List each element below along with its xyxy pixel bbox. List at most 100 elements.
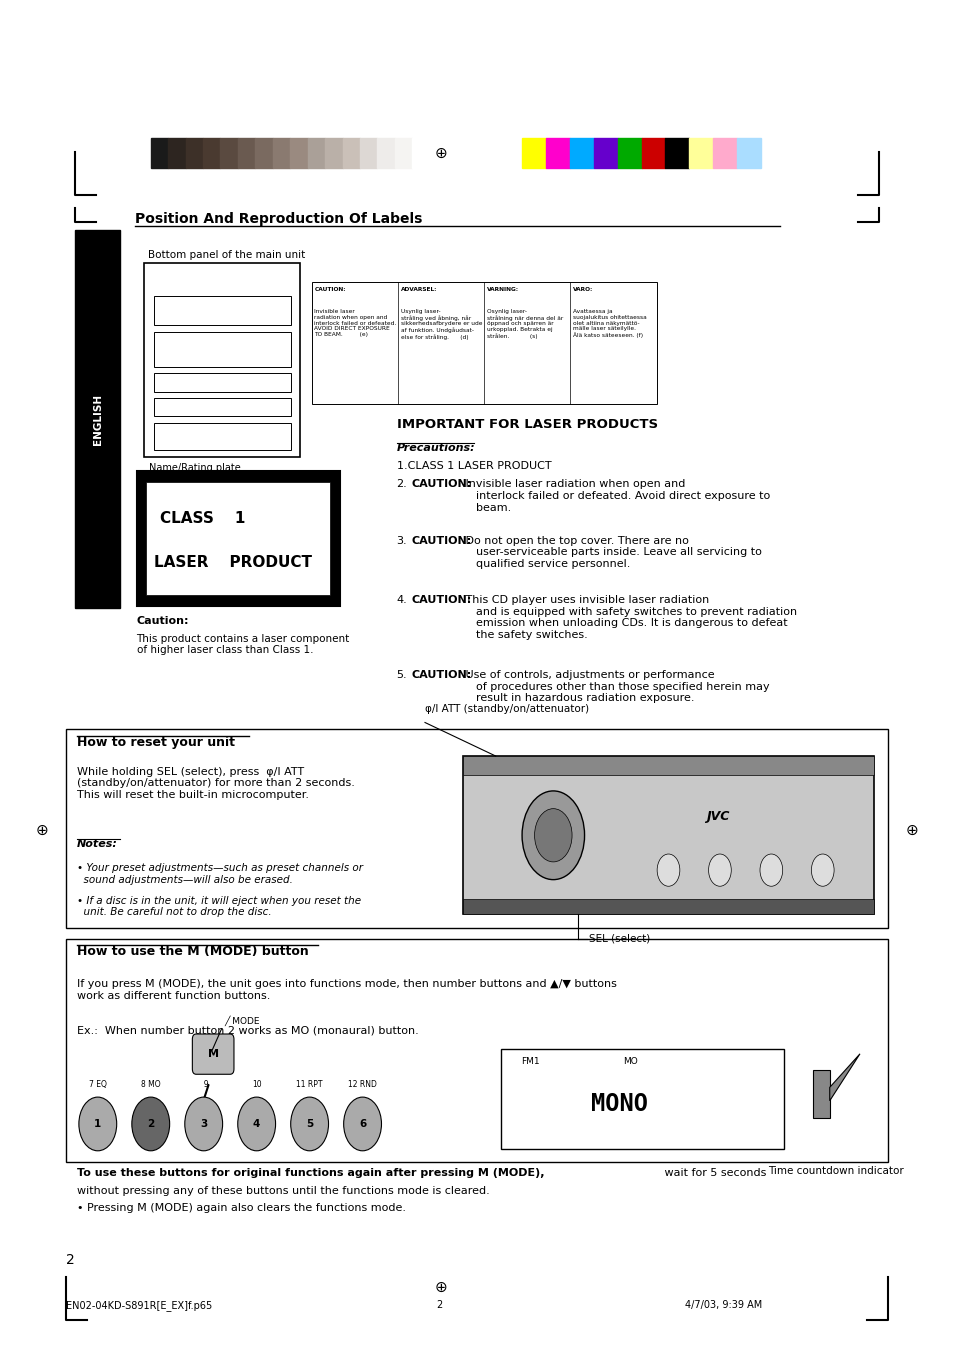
Bar [66,939,887,1162]
Bar [395,138,412,168]
Text: 2: 2 [436,1300,442,1310]
Bar [570,138,594,168]
Circle shape [185,1097,222,1151]
Bar [146,482,330,594]
Bar [377,138,395,168]
Text: CLASS    1: CLASS 1 [160,511,245,526]
Bar [462,757,873,915]
Text: CAUTION:: CAUTION: [314,288,346,292]
Text: ENGLISH: ENGLISH [92,393,103,444]
Text: MONO: MONO [591,1092,648,1116]
Text: This product contains a laser component
of higher laser class than Class 1.: This product contains a laser component … [136,634,350,655]
Bar [144,263,300,457]
Text: 3.: 3. [396,536,407,546]
Bar [594,138,618,168]
Bar [736,138,760,168]
Text: Usynlig laser-
stråling ved åbning, når
sikkerhedsafbrydere er ude
af funktion. : Usynlig laser- stråling ved åbning, når … [400,309,481,339]
Text: • If a disc is in the unit, it will eject when you reset the
  unit. Be careful : • If a disc is in the unit, it will ejec… [77,896,361,917]
FancyBboxPatch shape [193,1034,233,1074]
Circle shape [343,1097,381,1151]
Text: If you press M (MODE), the unit goes into functions mode, then number buttons an: If you press M (MODE), the unit goes int… [77,979,617,1001]
Bar [153,423,291,450]
Text: ⊕: ⊕ [435,146,447,161]
Text: Invisible laser radiation when open and
    interlock failed or defeated. Avoid : Invisible laser radiation when open and … [461,480,769,512]
Text: 2: 2 [147,1119,154,1129]
Bar [153,373,291,392]
Text: Use of controls, adjustments or performance
    of procedures other than those s: Use of controls, adjustments or performa… [461,670,769,704]
Bar [688,138,712,168]
Text: ⊕: ⊕ [904,823,918,838]
Bar [522,138,546,168]
Text: 10: 10 [252,1079,261,1089]
Text: Precautions:: Precautions: [396,443,475,453]
Bar [186,138,203,168]
Text: Caution:: Caution: [136,616,189,627]
Bar [342,138,359,168]
Bar [312,282,656,404]
Bar [462,898,873,915]
Text: This CD player uses invisible laser radiation
    and is equipped with safety sw: This CD player uses invisible laser radi… [461,594,796,640]
Text: 6: 6 [358,1119,366,1129]
Text: ADVARSEL:: ADVARSEL: [400,288,436,292]
Text: Time countdown indicator: Time countdown indicator [768,1166,903,1175]
Bar [255,138,273,168]
Text: 7 EQ: 7 EQ [89,1079,107,1089]
Text: 5: 5 [306,1119,313,1129]
Bar [500,1048,783,1150]
Bar [75,230,120,608]
Text: • Pressing M (MODE) again also clears the functions mode.: • Pressing M (MODE) again also clears th… [77,1204,406,1213]
Text: FM1: FM1 [521,1056,539,1066]
Text: VARO:: VARO: [573,288,593,292]
Circle shape [521,790,584,880]
Text: 9: 9 [198,1079,209,1089]
Text: Notes:: Notes: [77,839,118,850]
Text: IMPORTANT FOR LASER PRODUCTS: IMPORTANT FOR LASER PRODUCTS [396,417,657,431]
Circle shape [237,1097,275,1151]
Text: 11 RPT: 11 RPT [296,1079,322,1089]
Bar [237,138,255,168]
Circle shape [811,854,833,886]
Bar [618,138,640,168]
Text: To use these buttons for original functions again after pressing M (MODE),: To use these buttons for original functi… [77,1169,544,1178]
Text: 4.: 4. [396,594,407,605]
Bar [462,757,873,775]
Text: How to reset your unit: How to reset your unit [77,736,234,748]
Polygon shape [829,1054,859,1101]
Circle shape [657,854,679,886]
Text: without pressing any of these buttons until the functions mode is cleared.: without pressing any of these buttons un… [77,1186,489,1196]
Text: EN02-04KD-S891R[E_EX]f.p65: EN02-04KD-S891R[E_EX]f.p65 [66,1300,212,1310]
Bar [308,138,325,168]
Text: CAUTION:: CAUTION: [412,480,472,489]
Text: LASER    PRODUCT: LASER PRODUCT [153,555,312,570]
Text: ⊕: ⊕ [435,1281,447,1296]
Bar [153,296,291,326]
Circle shape [291,1097,328,1151]
Text: While holding SEL (select), press  φ/I ATT
(standby/on/attenuator) for more than: While holding SEL (select), press φ/I AT… [77,767,355,800]
Text: VARNING:: VARNING: [486,288,518,292]
Text: wait for 5 seconds: wait for 5 seconds [660,1169,766,1178]
Text: Position And Reproduction Of Labels: Position And Reproduction Of Labels [134,212,421,226]
Bar [290,138,308,168]
Text: M: M [208,1050,218,1059]
Text: 1: 1 [94,1119,101,1129]
Text: CAUTION:: CAUTION: [412,536,472,546]
Text: How to use the M (MODE) button: How to use the M (MODE) button [77,946,309,958]
Bar [812,1070,829,1119]
Circle shape [132,1097,170,1151]
Text: CAUTION:: CAUTION: [412,670,472,680]
Text: 4: 4 [253,1119,260,1129]
Circle shape [534,809,572,862]
Bar [220,138,237,168]
Text: SEL (select): SEL (select) [589,934,650,943]
Bar [168,138,186,168]
Text: 3: 3 [200,1119,207,1129]
Text: φ/I ATT (standby/on/attenuator): φ/I ATT (standby/on/attenuator) [424,704,589,715]
Text: Invisible laser
radiation when open and
interlock failed or defeated.
AVOID DIRE: Invisible laser radiation when open and … [314,309,396,338]
Bar [66,730,887,928]
Bar [273,138,290,168]
Text: Do not open the top cover. There are no
    user-serviceable parts inside. Leave: Do not open the top cover. There are no … [461,536,760,569]
Text: ⊕: ⊕ [35,823,49,838]
Bar [712,138,736,168]
Bar [151,138,168,168]
Bar [359,138,377,168]
